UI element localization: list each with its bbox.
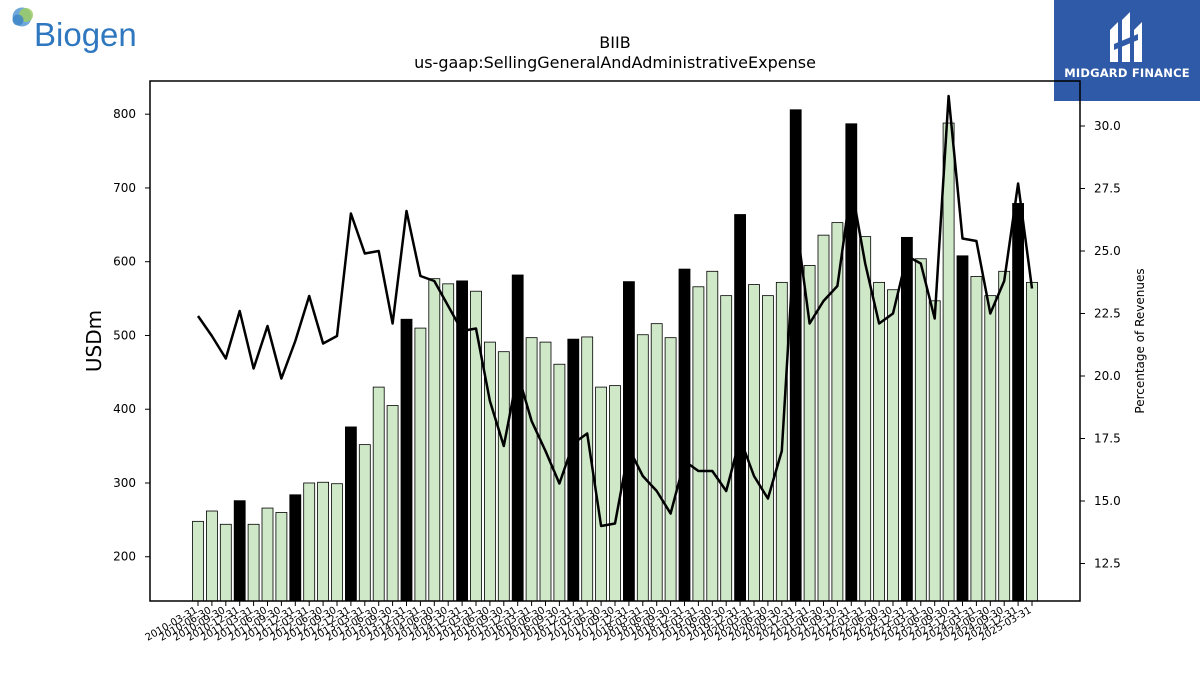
y-tick-label: 800 — [113, 107, 136, 121]
bar-2020-12-31 — [789, 109, 802, 602]
bar-2024-03-31 — [970, 276, 983, 602]
biogen-logo: Biogen — [4, 4, 154, 56]
bar-2022-03-31 — [859, 236, 872, 602]
bar-2013-09-30 — [386, 405, 399, 602]
bar-2018-06-30 — [650, 323, 663, 602]
bar-2023-03-31 — [914, 258, 927, 602]
bar-2010-06-30 — [205, 510, 218, 602]
bar-2018-09-30 — [664, 337, 677, 602]
bar-2011-03-31 — [247, 523, 260, 602]
y2-axis-ticks: 12.5 15.0 17.5 20.0 22.5 25.0 27.5 30.0 — [1080, 119, 1121, 571]
y-tick-label: 300 — [113, 476, 136, 490]
midgard-finance-mark — [1110, 12, 1142, 62]
bar-2019-12-31 — [734, 214, 746, 602]
y2-tick-label: 30.0 — [1094, 119, 1121, 133]
x-axis-ticks: 2010-03-312010-06-302010-09-302010-12-31… — [144, 601, 1034, 644]
bar-2019-06-30 — [706, 270, 719, 602]
bar-2014-03-31 — [414, 327, 427, 602]
biogen-logo-text: Biogen — [34, 16, 137, 53]
biogen-logo-mark: Biogen — [12, 7, 137, 53]
bar-2010-12-31 — [233, 500, 246, 602]
y2-tick-label: 20.0 — [1094, 369, 1121, 383]
y2-tick-label: 15.0 — [1094, 494, 1121, 508]
chart-title: BIIB — [599, 33, 630, 52]
bar-2024-06-30 — [984, 295, 997, 602]
bar-2015-09-30 — [497, 351, 510, 602]
bar-2017-12-31 — [623, 281, 635, 602]
y-axis-ticks: 200 300 400 500 600 700 800 — [113, 107, 150, 564]
bars-layer — [192, 109, 1038, 602]
y2-tick-label: 27.5 — [1094, 182, 1121, 196]
bar-2020-03-31 — [748, 284, 760, 602]
y-tick-label: 400 — [113, 402, 136, 416]
bar-2015-03-31 — [470, 290, 482, 602]
bar-2018-12-31 — [678, 268, 691, 602]
bar-2012-09-30 — [331, 483, 343, 602]
bar-2011-09-30 — [275, 512, 288, 602]
bar-2016-12-31 — [567, 338, 580, 602]
bar-2012-03-31 — [303, 482, 316, 602]
bar-2013-12-31 — [400, 318, 413, 602]
y2-tick-label: 22.5 — [1094, 307, 1121, 321]
bar-2010-09-30 — [219, 523, 232, 602]
y2-tick-label: 25.0 — [1094, 244, 1121, 258]
y2-tick-label: 12.5 — [1094, 557, 1121, 571]
bar-2012-06-30 — [317, 481, 330, 602]
bar-2014-09-30 — [442, 283, 455, 602]
bar-2020-06-30 — [762, 295, 774, 602]
bar-2022-09-30 — [887, 289, 899, 602]
bar-2011-06-30 — [261, 507, 274, 602]
bar-2021-06-30 — [817, 234, 830, 602]
bar-2016-06-30 — [539, 341, 552, 602]
bar-2025-03-31 — [1026, 281, 1038, 602]
midgard-finance-logo: MIDGARD FINANCE — [1054, 0, 1200, 101]
bar-2017-09-30 — [609, 385, 621, 602]
line-layer — [196, 94, 1034, 528]
bar-2010-03-31 — [192, 520, 204, 602]
bar-2013-06-30 — [372, 386, 385, 602]
bar-2024-09-30 — [998, 270, 1011, 602]
bar-2021-12-31 — [845, 123, 858, 602]
bar-2023-06-30 — [928, 300, 941, 602]
bar-2015-12-31 — [511, 274, 524, 602]
bar-2016-03-31 — [525, 337, 538, 602]
chart-subtitle: us-gaap:SellingGeneralAndAdministrativeE… — [414, 53, 816, 72]
bar-2012-12-31 — [344, 426, 357, 602]
y-tick-label: 500 — [113, 328, 136, 342]
y-tick-label: 600 — [113, 255, 136, 269]
bar-2023-12-31 — [956, 255, 969, 602]
bar-2013-03-31 — [358, 444, 371, 602]
y2-tick-label: 17.5 — [1094, 432, 1121, 446]
bar-2024-12-31 — [1012, 203, 1024, 602]
y2-axis-label: Percentage of Revenues — [1133, 268, 1147, 413]
midgard-finance-logo-text: MIDGARD FINANCE — [1064, 66, 1190, 80]
bar-2022-06-30 — [873, 281, 885, 602]
y-tick-label: 700 — [113, 181, 136, 195]
y-tick-label: 200 — [113, 550, 136, 564]
bar-2022-12-31 — [901, 236, 913, 602]
y-axis-label: USDm — [82, 310, 106, 372]
bar-2019-09-30 — [720, 295, 733, 602]
bar-2019-03-31 — [692, 286, 705, 602]
bar-2011-12-31 — [289, 494, 302, 602]
bar-2014-06-30 — [428, 278, 441, 602]
bar-2017-03-31 — [581, 336, 594, 602]
bar-2023-09-30 — [942, 122, 955, 602]
